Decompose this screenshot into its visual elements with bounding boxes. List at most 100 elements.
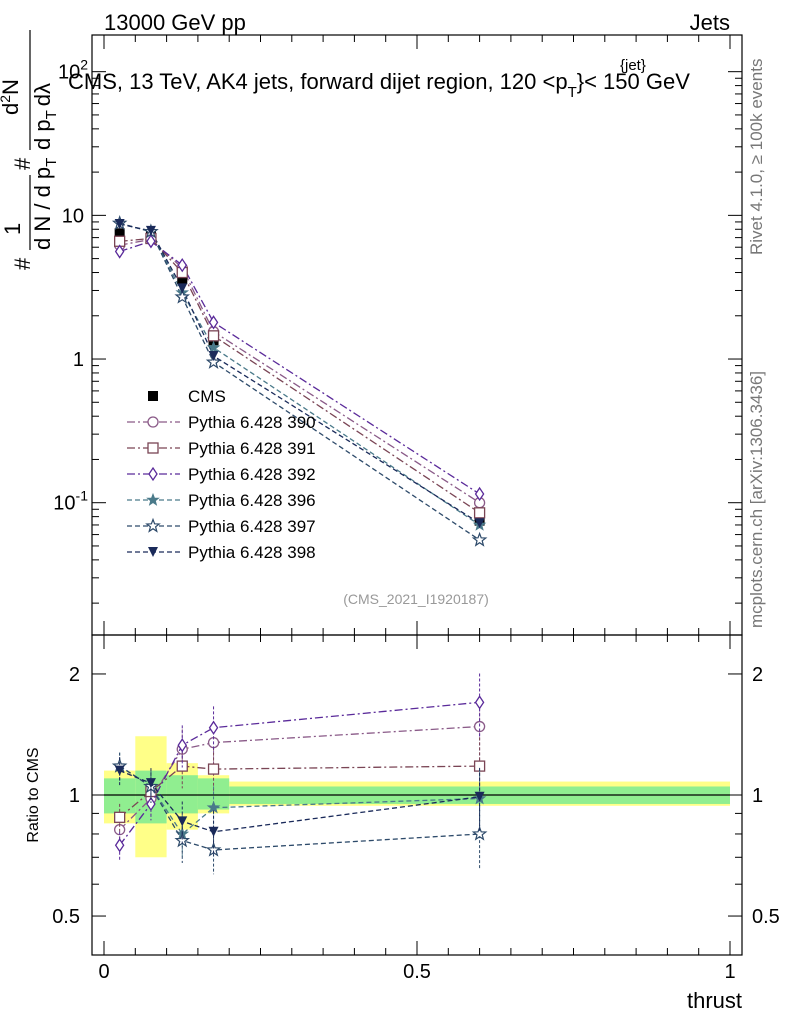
- ratio-marker-pythia-6.428-391: [207, 763, 220, 775]
- marker-pythia-6.428-398: [145, 225, 156, 236]
- y-label-one: 1: [0, 223, 25, 235]
- marker-pythia-6.428-398: [114, 219, 125, 230]
- series-line-pythia-6.428-390: [119, 238, 480, 504]
- ratio-series: [111, 673, 488, 875]
- marker-pythia-6.428-396: [206, 340, 221, 354]
- x-tick-label: 0: [98, 961, 109, 983]
- y-tick-label-exp: -1: [76, 488, 89, 504]
- ratio-y-tick-label-right: 2: [752, 664, 763, 686]
- legend-marker: [145, 517, 161, 533]
- legend-marker: [147, 416, 159, 428]
- analysis-tag: (CMS_2021_I1920187): [343, 591, 489, 607]
- legend-label: Pythia 6.428 396: [188, 491, 316, 510]
- marker-pythia-6.428-397: [205, 353, 222, 369]
- legend-marker: [148, 391, 158, 401]
- y-label-d-num: d2N: [0, 79, 23, 115]
- y-label-n: N: [0, 79, 23, 95]
- marker-pythia-6.428-392: [474, 486, 485, 502]
- marker-pythia-6.428-397: [174, 288, 191, 304]
- y-label-denom2-text: d p: [30, 119, 55, 150]
- marker-pythia-6.428-398: [208, 350, 219, 361]
- y-label-hash-1: #: [10, 257, 35, 270]
- ratio-y-tick-label-left: 2: [69, 664, 80, 686]
- ratio-marker-pythia-6.428-392: [474, 695, 485, 710]
- ratio-marker-pythia-6.428-398: [474, 791, 485, 802]
- legend-marker: [147, 442, 159, 454]
- y-tick-label-base: 10: [53, 493, 75, 515]
- marker-pythia-6.428-398: [474, 518, 485, 529]
- y-label-dlambda: dλ: [30, 83, 55, 106]
- y-axis-label: # 1 d N / d pT # d2N d pTdλ: [0, 30, 60, 270]
- y-label-denom-sub: T: [43, 158, 60, 167]
- ratio-marker-pythia-6.428-397: [174, 832, 191, 848]
- marker-pythia-6.428-397: [471, 531, 488, 547]
- main-series: [111, 215, 488, 547]
- marker-pythia-6.428-398: [177, 283, 188, 294]
- y-label-d-power: 2: [0, 95, 13, 103]
- y-tick-label: 10-1: [53, 488, 88, 515]
- series-line-pythia-6.428-392: [119, 240, 480, 495]
- plot-title: CMS, 13 TeV, AK4 jets, forward dijet reg…: [68, 69, 690, 101]
- x-tick-label: 0.5: [403, 961, 431, 983]
- mcplots-label: mcplots.cern.ch [arXiv:1306.3436]: [747, 371, 766, 628]
- y-label-denom-text: d N / d p: [30, 167, 55, 250]
- ratio-marker-pythia-6.428-392: [177, 738, 188, 753]
- marker-cms: [114, 228, 125, 239]
- marker-pythia-6.428-392: [177, 258, 188, 273]
- marker-pythia-6.428-391: [207, 330, 220, 342]
- y-tick-label: 10: [62, 205, 84, 227]
- ratio-y-tick-label-right: 1: [752, 785, 763, 807]
- ratio-y-tick-label-right: 0.5: [752, 906, 780, 928]
- marker-pythia-6.428-392: [208, 315, 219, 330]
- y-label-denominator-2: d pTdλ: [30, 83, 60, 150]
- y-tick-label: 102: [58, 57, 88, 84]
- y-label-denom2-sub: T: [43, 110, 60, 119]
- series-line-pythia-6.428-391: [119, 237, 480, 514]
- marker-cms: [177, 274, 188, 285]
- ratio-marker-pythia-6.428-390: [473, 720, 486, 733]
- plot-title-main: CMS, 13 TeV, AK4 jets, forward dijet reg…: [68, 69, 568, 94]
- ratio-axis-ticks: 0.5 0.5 1 1 2 2 0 0.5 1: [52, 635, 780, 983]
- legend-label: CMS: [188, 387, 226, 406]
- y-tick-label: 1: [73, 349, 84, 371]
- marker-pythia-6.428-391: [473, 507, 486, 519]
- energy-label: 13000 GeV pp: [104, 10, 246, 35]
- ratio-marker-pythia-6.428-392: [146, 796, 156, 812]
- x-tick-label: 1: [724, 961, 735, 983]
- category-label: Jets: [690, 10, 730, 35]
- y-label-denominator: d N / d pT: [30, 158, 60, 250]
- legend-marker: [148, 466, 158, 482]
- legend-label: Pythia 6.428 397: [188, 517, 316, 536]
- ratio-bands: [104, 736, 730, 858]
- y-tick-label-exp: 2: [80, 57, 88, 73]
- legend-label: Pythia 6.428 392: [188, 465, 316, 484]
- marker-pythia-6.428-392: [146, 234, 156, 249]
- ratio-marker-pythia-6.428-392: [114, 838, 125, 853]
- ratio-marker-pythia-6.428-391: [114, 811, 126, 823]
- ratio-marker-pythia-6.428-397: [471, 825, 488, 841]
- ratio-y-tick-label-left: 0.5: [52, 906, 80, 928]
- y-label-d: d: [0, 103, 23, 115]
- legend: CMS Pythia 6.428 390 Pythia 6.428 391 Pythi…: [127, 387, 316, 562]
- y-tick-label-base: 10: [58, 62, 80, 84]
- ratio-y-label: Ratio to CMS: [25, 747, 42, 842]
- rivet-version-label: Rivet 4.1.0, ≥ 100k events: [747, 59, 766, 255]
- ratio-y-tick-label-left: 1: [69, 785, 80, 807]
- ratio-marker-pythia-6.428-392: [208, 720, 219, 735]
- legend-label: Pythia 6.428 398: [188, 543, 316, 562]
- legend-marker: [148, 547, 158, 557]
- plot-title-sub: T: [568, 84, 577, 101]
- ratio-marker-pythia-6.428-398: [114, 765, 125, 776]
- y-label-hash-2: #: [10, 157, 35, 170]
- ratio-marker-pythia-6.428-398: [208, 826, 219, 837]
- plot-title-end: }< 150 GeV: [577, 69, 690, 94]
- legend-marker: [146, 492, 160, 506]
- ratio-marker-pythia-6.428-396: [206, 800, 221, 814]
- x-axis-label: thrust: [687, 988, 742, 1013]
- ratio-marker-pythia-6.428-398: [145, 778, 156, 789]
- legend-label: Pythia 6.428 390: [188, 413, 316, 432]
- legend-label: Pythia 6.428 391: [188, 439, 316, 458]
- ratio-marker-pythia-6.428-398: [177, 816, 188, 827]
